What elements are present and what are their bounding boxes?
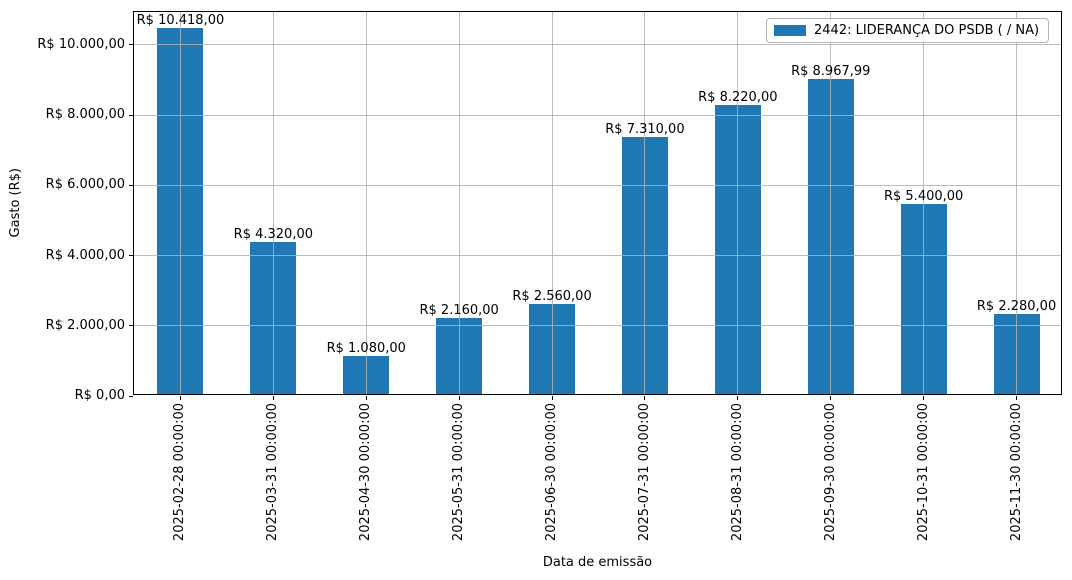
gridline-vertical	[1016, 12, 1018, 394]
x-tick	[830, 396, 832, 400]
y-tick	[129, 44, 133, 46]
x-tick	[737, 396, 739, 400]
x-tick	[1016, 396, 1018, 400]
gridline-horizontal	[134, 114, 1061, 116]
x-tick-label: 2025-05-31 00:00:00	[451, 403, 467, 542]
gridline-vertical	[272, 12, 274, 394]
y-tick-label: R$ 10.000,00	[37, 36, 125, 52]
x-tick-label: 2025-04-30 00:00:00	[358, 403, 374, 542]
gridline-vertical	[551, 12, 553, 394]
x-tick-label: 2025-02-28 00:00:00	[172, 403, 188, 542]
bar-value-label: R$ 10.418,00	[136, 13, 225, 29]
bar-value-label: R$ 8.220,00	[698, 90, 778, 106]
legend: 2442: LIDERANÇA DO PSDB ( / NA)	[766, 18, 1050, 43]
gridline-horizontal	[134, 255, 1061, 257]
x-tick	[458, 396, 460, 400]
x-tick-label: 2025-09-30 00:00:00	[822, 403, 838, 542]
x-tick-label: 2025-11-30 00:00:00	[1008, 403, 1024, 542]
legend-swatch	[774, 25, 806, 36]
x-axis-title: Data de emissão	[542, 555, 653, 570]
ticks-layer: R$ 0,00 R$ 2.000,00 R$ 4.000,00 R$ 6.000,00…	[37, 12, 1061, 541]
y-tick-label: R$ 4.000,00	[45, 247, 125, 263]
gridline-vertical	[923, 12, 925, 394]
gridline-vertical	[644, 12, 646, 394]
gridline-vertical	[365, 12, 367, 394]
x-tick	[551, 396, 553, 400]
gridline-vertical	[737, 12, 739, 394]
bar-value-label: R$ 5.400,00	[883, 189, 964, 205]
y-tick-label: R$ 2.000,00	[45, 317, 125, 333]
bar-value-label: R$ 4.320,00	[233, 227, 314, 243]
bar-labels-layer: R$ 10.418,00 R$ 4.320,00 R$ 1.080,00 R$ 2.1…	[134, 12, 1061, 394]
bar-value-label: R$ 1.080,00	[326, 341, 406, 357]
bar-value-label: R$ 8.967,99	[791, 64, 871, 80]
gridline-horizontal	[134, 184, 1061, 186]
bar-value-label: R$ 2.560,00	[512, 289, 592, 305]
x-tick	[272, 396, 274, 400]
x-tick	[179, 396, 181, 400]
x-tick-label: 2025-03-31 00:00:00	[265, 403, 281, 542]
x-tick	[365, 396, 367, 400]
y-tick	[129, 395, 133, 397]
gridline-horizontal	[134, 44, 1061, 46]
grid-layer	[134, 12, 1061, 394]
y-tick	[129, 114, 133, 116]
x-tick-label: 2025-10-31 00:00:00	[915, 403, 931, 542]
x-tick	[923, 396, 925, 400]
plot-area: R$ 0,00 R$ 2.000,00 R$ 4.000,00 R$ 6.000,00…	[37, 11, 1062, 541]
bar-value-label: R$ 7.310,00	[605, 122, 685, 138]
x-tick-label: 2025-08-31 00:00:00	[729, 403, 745, 542]
y-tick	[129, 325, 133, 327]
gridline-vertical	[458, 12, 460, 394]
y-tick	[129, 255, 133, 257]
y-tick-label: R$ 6.000,00	[45, 177, 125, 193]
x-tick-label: 2025-07-31 00:00:00	[636, 403, 652, 542]
legend-label: 2442: LIDERANÇA DO PSDB ( / NA)	[814, 23, 1040, 38]
x-tick	[644, 396, 646, 400]
y-tick-label: R$ 0,00	[74, 388, 125, 403]
y-tick-label: R$ 8.000,00	[45, 107, 125, 123]
gridline-vertical	[830, 12, 832, 394]
y-tick	[129, 184, 133, 186]
gridline-vertical	[179, 12, 181, 394]
gridline-horizontal	[134, 325, 1061, 327]
bar-value-label: R$ 2.160,00	[419, 303, 499, 319]
x-tick-label: 2025-06-30 00:00:00	[544, 403, 560, 542]
bar-value-label: R$ 2.280,00	[976, 298, 1057, 314]
